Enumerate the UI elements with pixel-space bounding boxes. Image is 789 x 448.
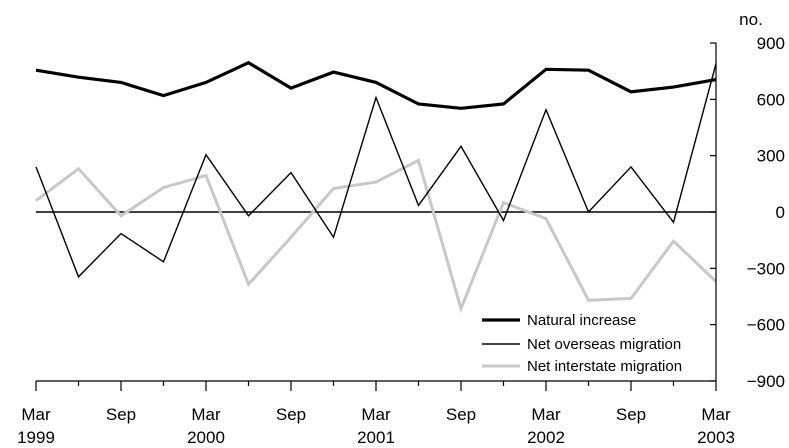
x-tick-label: Mar [531,405,561,424]
y-axis-unit-label: no. [739,10,763,29]
x-tick-year-label: 1999 [17,428,55,447]
x-tick-label: Mar [191,405,221,424]
series-line-net-overseas-migration [35,63,717,279]
y-tick-label: 0 [776,203,785,222]
x-tick-label: Sep [446,405,476,424]
legend-label: Natural increase [527,312,636,329]
x-tick-year-label: 2002 [527,428,565,447]
plot-area: Mar 1999 Sep Mar 2000 Sep Mar 2001 Sep Mar 2002 Sep… [17,10,785,447]
y-tick-label: −600 [747,316,785,335]
y-tick-label: 600 [757,90,785,109]
y-tick-label: 900 [757,34,785,53]
x-ticks: Mar 1999 Sep Mar 2000 Sep Mar 2001 Sep Mar 2002 Sep… [17,381,735,447]
series-line-net-interstate-migration [35,158,718,314]
y-tick-label: −900 [747,372,785,391]
x-tick-year-label: 2003 [697,428,735,447]
series-line-natural-increase [35,60,717,110]
x-tick-label: Mar [21,405,51,424]
legend-label: Net interstate migration [527,358,682,375]
series-layer [35,60,718,314]
legend: Natural increase Net overseas migration Ne… [482,312,682,375]
x-tick-year-label: 2000 [187,428,225,447]
x-tick-year-label: 2001 [357,428,395,447]
x-tick-label: Sep [616,405,646,424]
y-tick-label: −300 [747,259,785,278]
legend-label: Net overseas migration [527,336,681,353]
y-tick-label: 300 [757,147,785,166]
x-tick-label: Mar [701,405,731,424]
x-tick-label: Mar [361,405,391,424]
x-tick-label: Sep [276,405,306,424]
y-ticks: 900 600 300 0 −300 −600 −900 [710,34,785,391]
x-tick-label: Sep [106,405,136,424]
